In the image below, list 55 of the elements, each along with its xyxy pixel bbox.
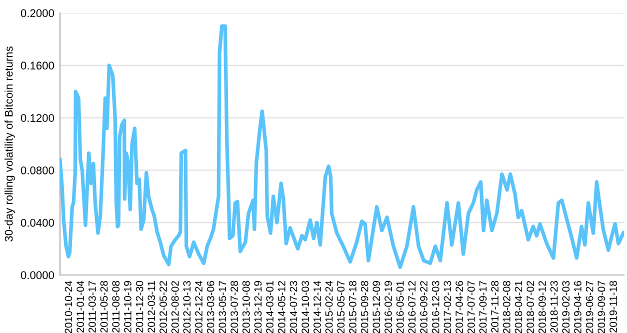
y-tick-label: 0.0000 <box>20 271 54 280</box>
x-tick-label: 2017-02-13 <box>444 281 452 333</box>
x-tick-label: 2015-12-09 <box>372 281 380 333</box>
x-tick-label: 2011-01-04 <box>76 280 84 333</box>
x-tick-label: 2016-02-19 <box>384 281 392 333</box>
x-tick-label: 2012-08-02 <box>171 281 179 333</box>
x-tick-label: 2011-08-08 <box>112 281 120 333</box>
x-tick-label: 2015-05-07 <box>337 281 345 333</box>
x-tick-label: 2018-07-02 <box>526 281 534 333</box>
x-tick-label: 2019-09-07 <box>598 281 606 333</box>
x-tick-label: 2018-04-21 <box>514 281 522 333</box>
x-tick-label: 2019-04-16 <box>574 281 582 333</box>
line-series <box>60 24 624 269</box>
x-tick-label: 2016-09-22 <box>420 281 428 333</box>
x-tick-label: 2014-03-01 <box>266 281 274 333</box>
x-tick-label: 2016-05-01 <box>396 281 404 333</box>
x-tick-label: 2017-04-26 <box>456 281 463 333</box>
x-tick-label: 2015-09-28 <box>360 281 368 333</box>
x-tick-label: 2014-07-23 <box>290 281 298 333</box>
x-tick-label: 2011-05-28 <box>100 281 108 333</box>
x-tick-label: 2019-06-27 <box>586 281 594 333</box>
y-tick-label: 0.0400 <box>20 218 54 227</box>
x-tick-label: 2013-10-08 <box>242 281 250 333</box>
x-tick-label: 2019-11-18 <box>610 281 617 333</box>
x-tick-label: 2017-11-28 <box>491 281 498 333</box>
x-tick-label: 2013-07-28 <box>230 281 238 333</box>
x-tick-label: 2015-07-18 <box>349 281 356 333</box>
x-tick-label: 2013-05-17 <box>218 281 226 333</box>
x-tick-label: 2014-10-03 <box>302 281 310 333</box>
y-tick-label: 0.1200 <box>20 114 54 122</box>
x-tick-label: 2016-12-03 <box>432 281 440 333</box>
y-tick-label: 0.1600 <box>20 62 54 70</box>
x-tick-label: 2013-03-06 <box>206 281 214 333</box>
x-tick-label: 2011-12-30 <box>136 280 144 333</box>
y-tick-label: 0.0800 <box>20 166 54 174</box>
x-tick-label: 2014-05-12 <box>278 281 286 333</box>
y-tick-label: 0.2000 <box>20 9 54 18</box>
x-tick-label: 2012-03-11 <box>148 281 156 333</box>
x-tick-label: 2011-03-17 <box>88 281 96 333</box>
x-tick-label: 2011-10-19 <box>124 281 132 333</box>
x-tick-label: 2018-09-12 <box>538 281 546 333</box>
x-tick-label: 2012-10-13 <box>183 281 191 333</box>
x-tick-label: 2013-12-19 <box>254 281 262 333</box>
y-axis-title: 30-day rolling volatility of Bitcoin returns <box>4 46 15 242</box>
x-tick-label: 2012-05-22 <box>160 281 167 333</box>
x-tick-label: 2015-02-24 <box>325 280 333 333</box>
x-tick-label: 2014-12-14 <box>313 280 321 333</box>
x-tick-label: 2010-10-24 <box>64 280 72 333</box>
x-tick-label: 2012-12-24 <box>195 280 202 333</box>
x-tick-label: 2018-11-23 <box>550 281 558 333</box>
x-tick-label: 2016-07-12 <box>408 281 416 333</box>
x-tick-label: 2017-07-07 <box>467 281 475 333</box>
x-tick-label: 2019-02-03 <box>562 281 570 333</box>
x-tick-label: 2018-02-08 <box>502 281 510 333</box>
x-tick-label: 2017-09-17 <box>479 281 487 333</box>
